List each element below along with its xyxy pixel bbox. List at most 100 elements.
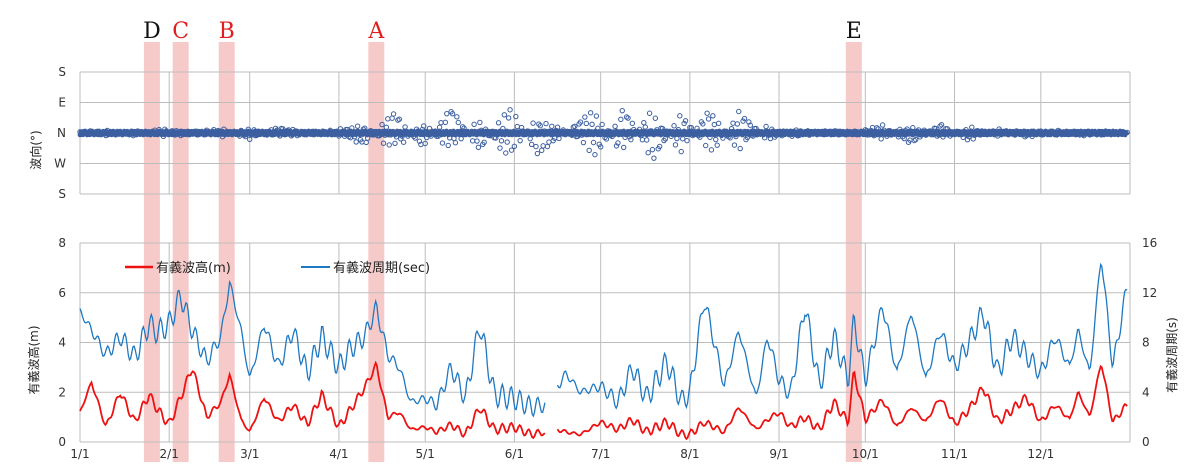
event-band-a bbox=[368, 42, 385, 462]
wave-height-tick-labels: 0 2 4 6 8 bbox=[58, 236, 66, 449]
direction-point bbox=[681, 120, 687, 127]
direction-point bbox=[937, 123, 943, 129]
date-tick: 12/1 bbox=[1027, 447, 1054, 461]
wave-height-tick: 2 bbox=[58, 385, 66, 399]
direction-point bbox=[618, 116, 624, 123]
direction-point bbox=[912, 136, 919, 143]
legend-label-period: 有義波周期(sec) bbox=[333, 260, 430, 276]
direction-point bbox=[619, 107, 625, 114]
direction-point bbox=[730, 120, 736, 126]
direction-point bbox=[645, 150, 651, 156]
wave-period-tick: 4 bbox=[1142, 385, 1150, 399]
direction-point bbox=[534, 150, 541, 157]
event-band-c bbox=[172, 42, 189, 462]
direction-point bbox=[354, 123, 361, 129]
direction-point bbox=[715, 120, 722, 126]
direction-point bbox=[708, 147, 715, 153]
direction-point bbox=[736, 108, 742, 115]
direction-point bbox=[597, 144, 604, 150]
series-line-height bbox=[79, 360, 1128, 441]
direction-point bbox=[504, 139, 510, 145]
direction-point bbox=[392, 140, 398, 147]
event-band-b bbox=[218, 42, 235, 462]
direction-point bbox=[543, 120, 549, 127]
direction-point bbox=[416, 138, 423, 144]
event-bands bbox=[143, 42, 862, 462]
wave-height-tick: 8 bbox=[58, 236, 66, 250]
direction-point bbox=[438, 119, 444, 126]
direction-point bbox=[507, 107, 513, 113]
direction-point bbox=[540, 143, 546, 149]
event-label-c: C bbox=[172, 19, 189, 44]
direction-point bbox=[586, 147, 592, 154]
wave-grid bbox=[79, 242, 1131, 443]
wave-series-lines bbox=[79, 262, 1128, 441]
direction-point bbox=[497, 145, 503, 151]
direction-point bbox=[386, 142, 392, 148]
direction-point bbox=[469, 138, 476, 144]
direction-point bbox=[495, 120, 502, 126]
wave-period-tick: 12 bbox=[1142, 286, 1157, 300]
direction-point bbox=[379, 121, 385, 128]
direction-panel: S E N W S 波向(°) bbox=[28, 65, 1131, 201]
direction-point bbox=[592, 151, 598, 158]
direction-point bbox=[396, 116, 403, 122]
wave-panel: 0 2 4 6 8 0 4 8 12 16 1/1 2/1 3/1 4/1 5/1 6/1 7/1 8/1 9/… bbox=[26, 236, 1179, 461]
date-tick: 11/1 bbox=[941, 447, 968, 461]
direction-point bbox=[380, 140, 387, 146]
date-tick: 8/1 bbox=[680, 447, 699, 461]
wave-period-tick: 16 bbox=[1142, 236, 1157, 250]
direction-point bbox=[741, 115, 748, 122]
direction-point bbox=[682, 118, 689, 124]
direction-point bbox=[517, 137, 523, 144]
direction-point bbox=[444, 110, 450, 117]
direction-point bbox=[580, 139, 587, 146]
direction-point bbox=[577, 119, 584, 125]
date-tick: 9/1 bbox=[769, 447, 788, 461]
direction-point bbox=[442, 119, 449, 126]
direction-axis-label: 波向(°) bbox=[28, 130, 43, 169]
event-label-d: D bbox=[143, 19, 161, 44]
direction-point bbox=[546, 139, 552, 145]
date-tick: 3/1 bbox=[240, 447, 259, 461]
date-tick: 6/1 bbox=[505, 447, 524, 461]
direction-tick-label: E bbox=[58, 96, 66, 110]
direction-point bbox=[628, 136, 634, 143]
direction-tick-label: S bbox=[58, 65, 66, 79]
direction-point bbox=[449, 110, 456, 117]
direction-point bbox=[671, 123, 677, 129]
direction-point bbox=[572, 123, 578, 130]
direction-point bbox=[704, 110, 710, 116]
direction-tick-labels: S E N W S bbox=[54, 65, 66, 201]
direction-point bbox=[513, 113, 519, 120]
direction-point bbox=[710, 113, 716, 119]
direction-point bbox=[474, 138, 480, 144]
direction-point bbox=[620, 144, 627, 151]
direction-point bbox=[544, 143, 551, 150]
series-line-period bbox=[79, 262, 1128, 418]
wave-period-tick-labels: 0 4 8 12 16 bbox=[1142, 236, 1157, 449]
direction-point bbox=[639, 137, 646, 143]
direction-points bbox=[77, 107, 1130, 161]
direction-point bbox=[477, 119, 483, 126]
direction-point bbox=[1123, 130, 1129, 136]
direction-point bbox=[763, 123, 769, 130]
direction-point bbox=[705, 116, 712, 122]
direction-point bbox=[737, 145, 743, 152]
direction-point bbox=[452, 140, 459, 146]
direction-point bbox=[599, 121, 605, 128]
direction-point bbox=[539, 147, 545, 154]
direction-point bbox=[385, 116, 391, 122]
date-tick: 10/1 bbox=[852, 447, 879, 461]
direction-point bbox=[641, 119, 647, 126]
date-tick-labels: 1/1 2/1 3/1 4/1 5/1 6/1 7/1 8/1 9/1 10/1 11/1 12/1 bbox=[70, 447, 1054, 461]
direction-tick-label: S bbox=[58, 187, 66, 201]
direction-tick-label: N bbox=[57, 126, 66, 140]
direction-point bbox=[642, 124, 648, 130]
direction-point bbox=[731, 142, 738, 148]
direction-point bbox=[501, 112, 508, 118]
direction-point bbox=[402, 124, 408, 130]
direction-point bbox=[455, 119, 461, 126]
event-band-d bbox=[143, 42, 160, 462]
